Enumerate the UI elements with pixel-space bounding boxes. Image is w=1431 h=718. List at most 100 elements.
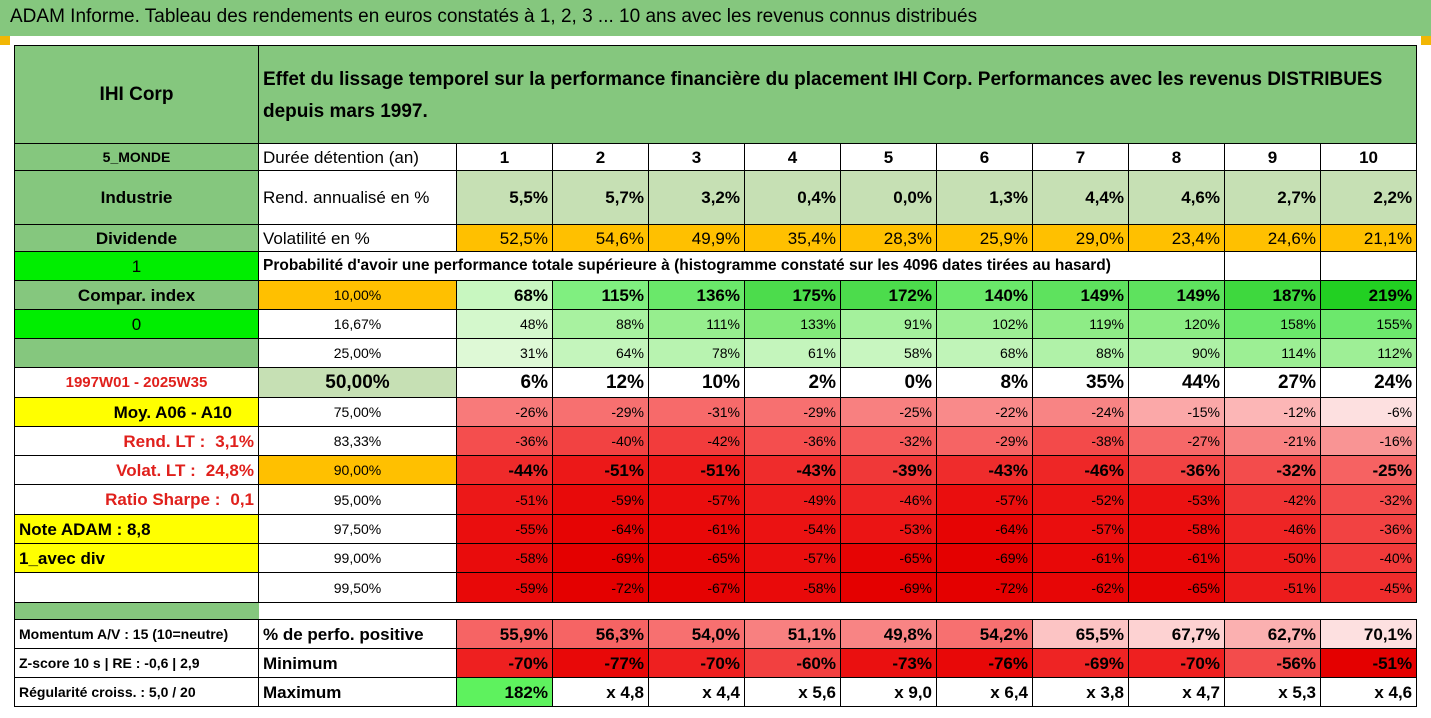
quantile-2-year-7: 119% bbox=[1032, 309, 1129, 339]
quantile-11-year-9: -51% bbox=[1224, 572, 1321, 603]
zone-label: 5_MONDE bbox=[14, 143, 259, 171]
quantile-row: 1_avec div 99,00% -58% -69% -65% -57% -65% -69%… bbox=[14, 543, 1418, 573]
sharpe-ratio: Ratio Sharpe : 0,1 bbox=[14, 484, 259, 515]
quantile-4-year-1: 6% bbox=[456, 367, 553, 398]
pct-pos-year-2: 56,3% bbox=[552, 619, 649, 649]
minimum-left-label: Z-score 10 s | RE : -0,6 | 2,9 bbox=[14, 648, 259, 678]
quantile-2-year-5: 91% bbox=[840, 309, 937, 339]
quantile-1-year-7: 149% bbox=[1032, 280, 1129, 310]
rend-lt: Rend. LT : 3,1% bbox=[14, 426, 259, 456]
quantile-4-year-2: 12% bbox=[552, 367, 649, 398]
quantile-6-year-5: -32% bbox=[840, 426, 937, 456]
quantile-8-year-4: -49% bbox=[744, 484, 841, 515]
maximum-year-2: x 4,8 bbox=[552, 677, 649, 707]
minimum-label: Minimum bbox=[258, 648, 457, 678]
rend-year-6: 1,3% bbox=[936, 170, 1033, 225]
pct-pos-label: % de perfo. positive bbox=[258, 619, 457, 649]
quantile-5-year-1: -26% bbox=[456, 397, 553, 427]
quantile-11-year-4: -58% bbox=[744, 572, 841, 603]
compar-index-label: Compar. index bbox=[14, 280, 259, 310]
volat-lt: Volat. LT : 24,8% bbox=[14, 455, 259, 485]
period-label: 1997W01 - 2025W35 bbox=[14, 367, 259, 398]
minimum-year-5: -73% bbox=[840, 648, 937, 678]
sharpe-ratio-label: Ratio Sharpe : bbox=[105, 490, 221, 509]
duration-year-1: 1 bbox=[456, 143, 553, 171]
quantile-4-year-6: 8% bbox=[936, 367, 1033, 398]
quantile-threshold: 16,67% bbox=[258, 309, 457, 339]
pct-pos-year-9: 62,7% bbox=[1224, 619, 1321, 649]
sharpe-ratio-value: 0,1 bbox=[230, 490, 254, 509]
quantile-1-year-5: 172% bbox=[840, 280, 937, 310]
volat-year-10: 21,1% bbox=[1319, 224, 1418, 252]
quantile-3-year-5: 58% bbox=[840, 338, 937, 368]
maximum-year-5: x 9,0 bbox=[840, 677, 937, 707]
rend-year-9: 2,7% bbox=[1224, 170, 1321, 225]
rend-year-5: 0,0% bbox=[840, 170, 937, 225]
quantile-3-year-3: 78% bbox=[648, 338, 745, 368]
volat-label: Volatilité en % bbox=[258, 224, 457, 252]
quantile-10-year-8: -61% bbox=[1128, 543, 1225, 573]
note-adam: Note ADAM : 8,8 bbox=[14, 514, 259, 544]
quantile-11-year-8: -65% bbox=[1128, 572, 1225, 603]
report-banner: ADAM Informe. Tableau des rendements en … bbox=[0, 0, 1431, 36]
minimum-year-8: -70% bbox=[1128, 648, 1225, 678]
quantile-8-year-9: -42% bbox=[1224, 484, 1321, 515]
quantile-6-year-10: -16% bbox=[1319, 426, 1418, 456]
duration-year-8: 8 bbox=[1128, 143, 1225, 171]
quantile-11-year-2: -72% bbox=[552, 572, 649, 603]
quantile-1-year-9: 187% bbox=[1224, 280, 1321, 310]
maximum-year-4: x 5,6 bbox=[744, 677, 841, 707]
quantile-7-year-7: -46% bbox=[1032, 455, 1129, 485]
maximum-row: Régularité croiss. : 5,0 / 20 Maximum 182%… bbox=[14, 677, 1418, 707]
spacer-cell bbox=[259, 603, 1417, 620]
quantile-4-year-5: 0% bbox=[840, 367, 937, 398]
rend-lt-value: 3,1% bbox=[215, 431, 254, 451]
quantile-5-year-8: -15% bbox=[1128, 397, 1225, 427]
quantile-2-year-1: 48% bbox=[456, 309, 553, 339]
quantile-9-year-2: -64% bbox=[552, 514, 649, 544]
quantile-8-year-8: -53% bbox=[1128, 484, 1225, 515]
quantile-10-year-7: -61% bbox=[1032, 543, 1129, 573]
quantile-9-year-1: -55% bbox=[456, 514, 553, 544]
quantile-7-year-4: -43% bbox=[744, 455, 841, 485]
quantile-6-year-8: -27% bbox=[1128, 426, 1225, 456]
spacer-row bbox=[14, 602, 1417, 620]
quantile-9-year-4: -54% bbox=[744, 514, 841, 544]
quantile-row: Volat. LT :24,8% 90,00% -44% -51% -51% -43% -3… bbox=[14, 455, 1418, 485]
quantile-2-year-3: 111% bbox=[648, 309, 745, 339]
minimum-row: Z-score 10 s | RE : -0,6 | 2,9 Minimum -70… bbox=[14, 648, 1418, 678]
company-name: IHI Corp bbox=[14, 45, 259, 144]
left-empty-cell bbox=[14, 572, 259, 603]
quantile-4-year-9: 27% bbox=[1224, 367, 1321, 398]
quantile-3-year-4: 61% bbox=[744, 338, 841, 368]
maximum-year-1: 182% bbox=[456, 677, 553, 707]
maximum-label: Maximum bbox=[258, 677, 457, 707]
quantile-7-year-5: -39% bbox=[840, 455, 937, 485]
pct-pos-year-3: 54,0% bbox=[648, 619, 745, 649]
maximum-year-6: x 6,4 bbox=[936, 677, 1033, 707]
volat-year-6: 25,9% bbox=[936, 224, 1033, 252]
spacer-cell bbox=[14, 602, 259, 620]
quantile-6-year-1: -36% bbox=[456, 426, 553, 456]
volat-year-5: 28,3% bbox=[840, 224, 937, 252]
maximum-year-3: x 4,4 bbox=[648, 677, 745, 707]
duration-year-2: 2 bbox=[552, 143, 649, 171]
quantile-row: Compar. index 10,00% 68% 115% 136% 175% 172% 14… bbox=[14, 280, 1418, 310]
table-description: Effet du lissage temporel sur la perform… bbox=[257, 45, 1418, 144]
flag-one: 1 bbox=[14, 251, 259, 281]
volat-year-7: 29,0% bbox=[1032, 224, 1129, 252]
quantile-7-year-8: -36% bbox=[1128, 455, 1225, 485]
header-row: IHI Corp Effet du lissage temporel sur l… bbox=[14, 45, 1418, 144]
minimum-year-2: -77% bbox=[552, 648, 649, 678]
div-mode: 1_avec div bbox=[14, 543, 259, 573]
quantile-11-year-5: -69% bbox=[840, 572, 937, 603]
quantile-5-year-6: -22% bbox=[936, 397, 1033, 427]
volat-row: Dividende Volatilité en % 52,5% 54,6% 49,9… bbox=[14, 224, 1418, 252]
quantile-11-year-6: -72% bbox=[936, 572, 1033, 603]
quantile-2-year-4: 133% bbox=[744, 309, 841, 339]
quantile-8-year-1: -51% bbox=[456, 484, 553, 515]
returns-table: IHI Corp Effet du lissage temporel sur l… bbox=[14, 45, 1418, 707]
duration-label: Durée détention (an) bbox=[258, 143, 457, 171]
volat-year-4: 35,4% bbox=[744, 224, 841, 252]
quantile-1-year-1: 68% bbox=[456, 280, 553, 310]
